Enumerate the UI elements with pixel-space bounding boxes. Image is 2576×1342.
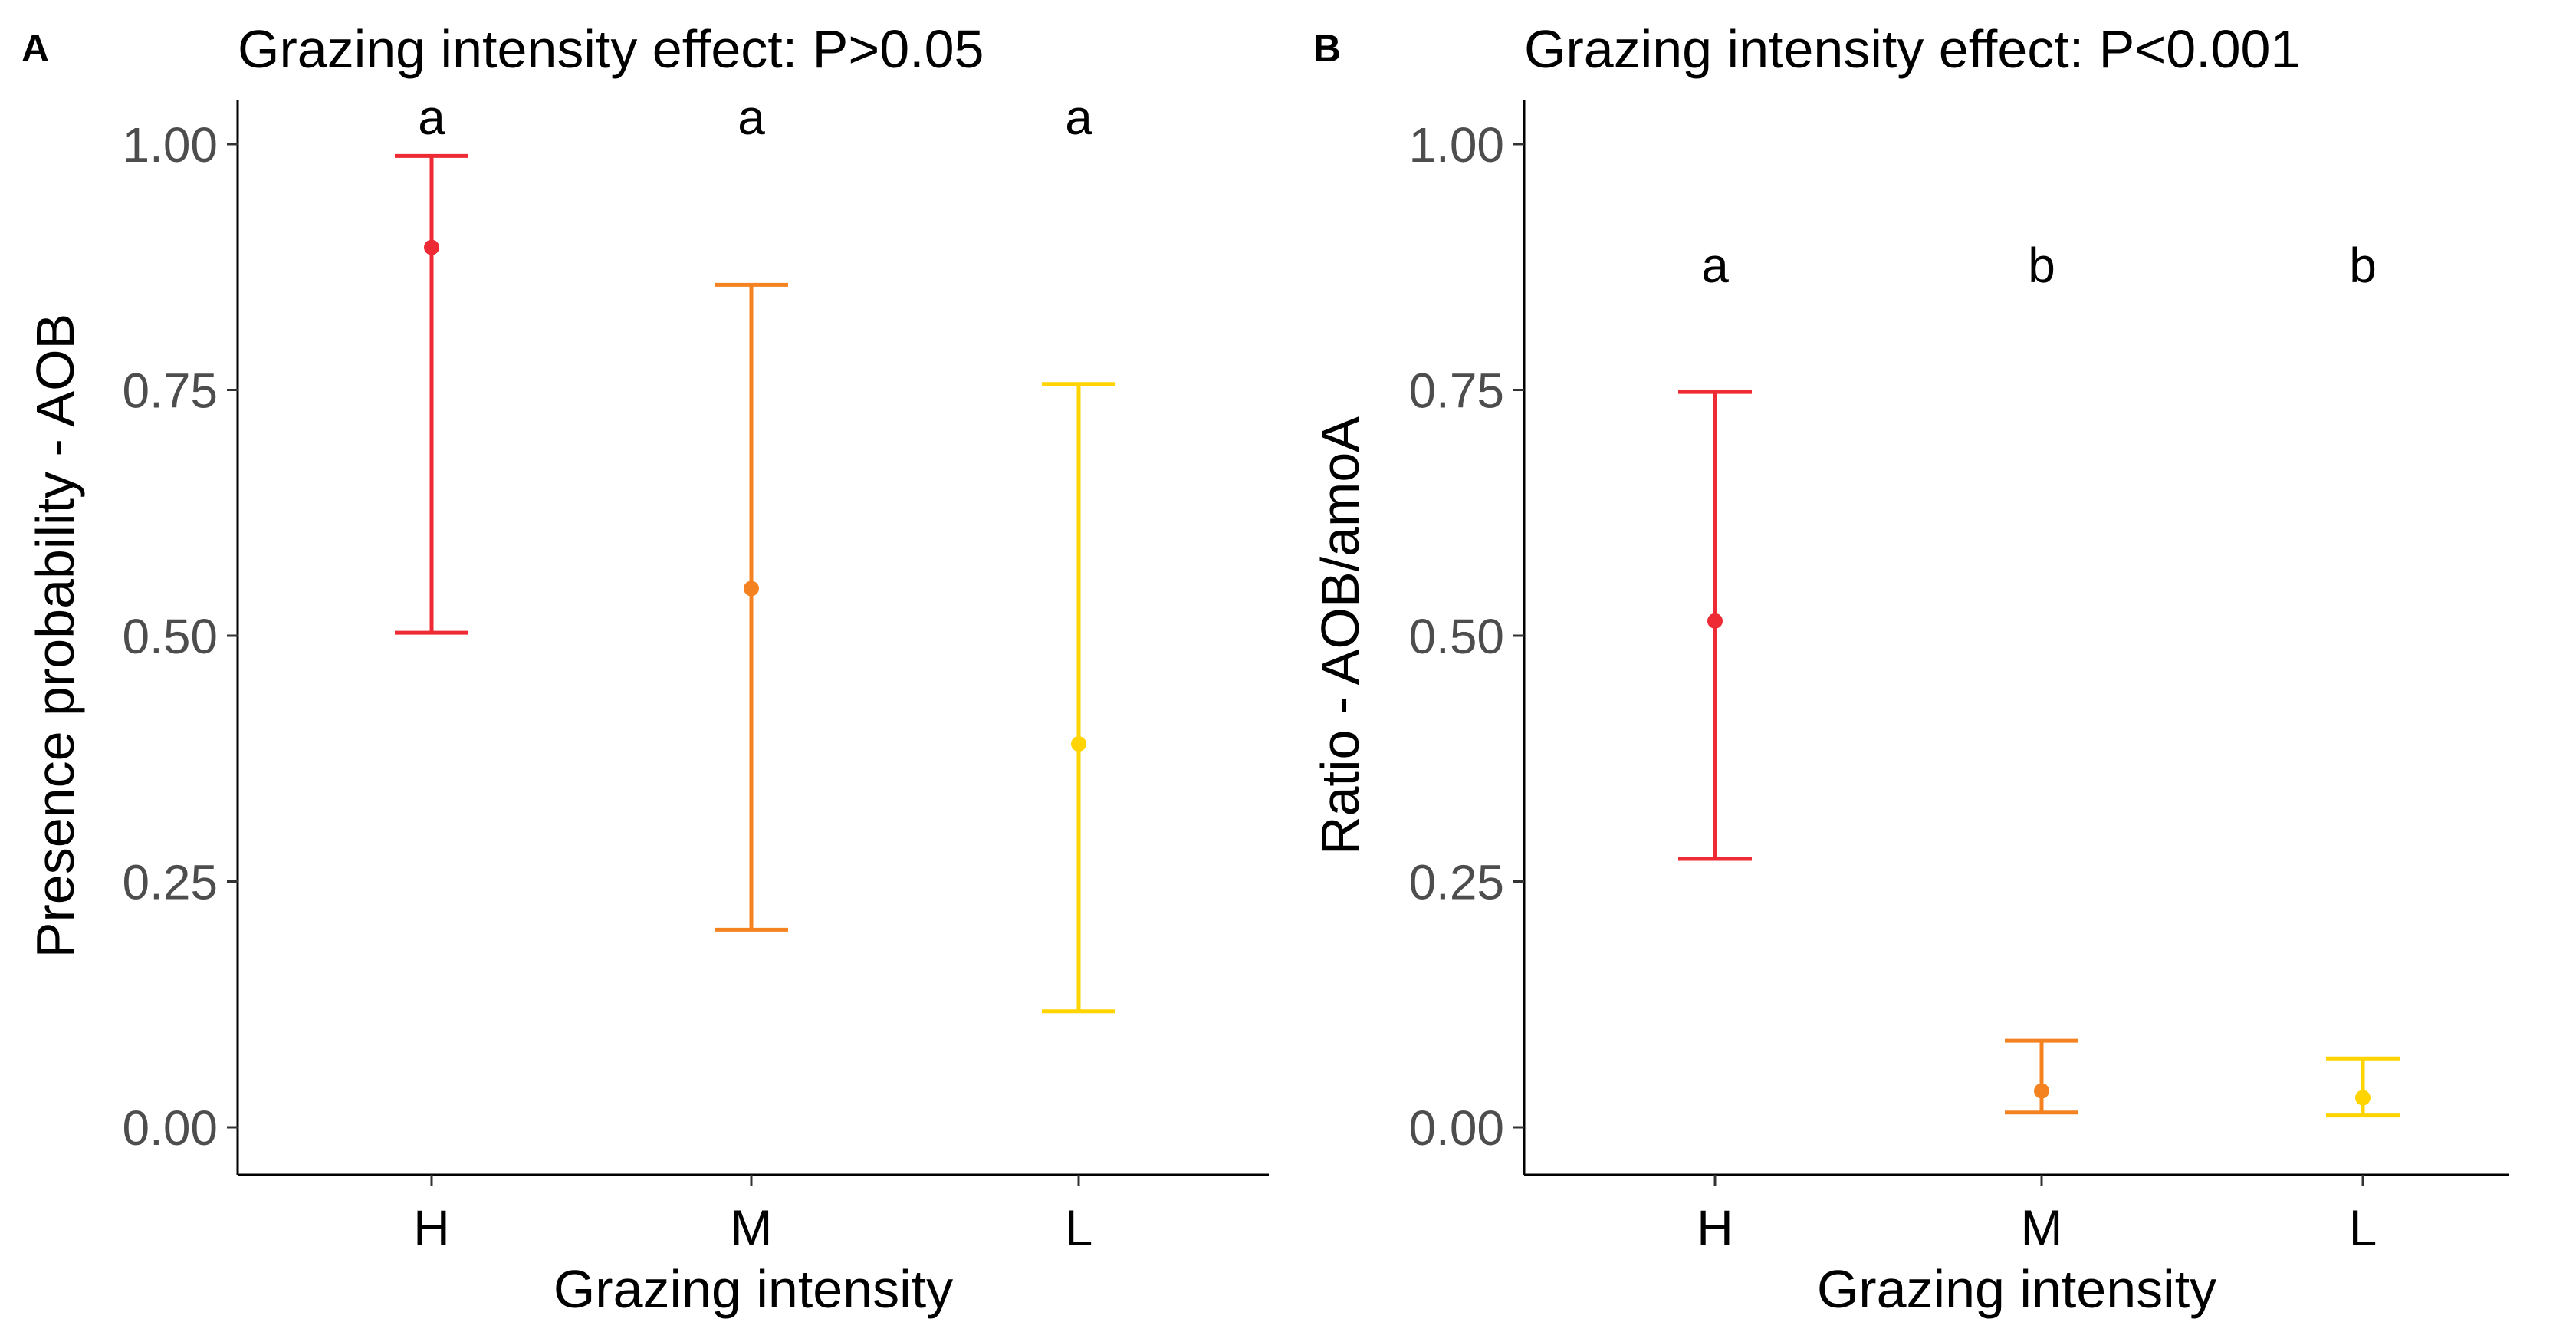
- y-tick-label: 0.75: [122, 363, 218, 419]
- significance-letter: a: [1065, 90, 1092, 145]
- significance-letter: b: [2028, 238, 2055, 293]
- y-tick-label: 0.50: [122, 609, 218, 664]
- x-tick-label: M: [2021, 1199, 2063, 1256]
- y-tick-label: 1.00: [122, 117, 218, 173]
- mean-point-H: [1707, 613, 1723, 629]
- y-axis-label: Presence probability - AOB: [25, 314, 85, 958]
- y-tick-label: 0.25: [1408, 855, 1504, 910]
- y-tick-label: 1.00: [1408, 117, 1504, 173]
- x-tick-label: H: [413, 1199, 450, 1256]
- x-axis-label: Grazing intensity: [554, 1259, 953, 1319]
- mean-point-H: [424, 239, 439, 255]
- mean-point-M: [744, 581, 759, 597]
- significance-letter: a: [738, 90, 765, 145]
- mean-point-L: [1071, 736, 1086, 752]
- y-tick-label: 0.50: [1408, 609, 1504, 664]
- panel-b: B Grazing intensity effect: P<0.001 0.00 0.…: [1310, 19, 2509, 1319]
- y-tick-label: 0.00: [1408, 1100, 1504, 1156]
- y-tick-label: 0.75: [1408, 363, 1504, 419]
- x-tick-label: H: [1697, 1199, 1733, 1256]
- mean-point-M: [2034, 1083, 2049, 1099]
- chart-title: Grazing intensity effect: P>0.05: [238, 19, 984, 79]
- chart-title: Grazing intensity effect: P<0.001: [1524, 19, 2300, 79]
- x-tick-label: M: [731, 1199, 773, 1256]
- y-axis-label: Ratio - AOB/amoA: [1310, 416, 1370, 855]
- significance-letter: b: [2349, 238, 2377, 293]
- x-tick-label: L: [1065, 1199, 1093, 1256]
- mean-point-L: [2355, 1090, 2371, 1106]
- x-tick-label: L: [2349, 1199, 2377, 1256]
- y-tick-label: 0.00: [122, 1100, 218, 1156]
- y-tick-label: 0.25: [122, 855, 218, 910]
- x-axis-label: Grazing intensity: [1817, 1259, 2216, 1319]
- panel-label: B: [1313, 27, 1341, 70]
- panel-a: A Grazing intensity effect: P>0.05 0.00 0.2…: [21, 19, 1269, 1319]
- significance-letter: a: [418, 90, 445, 145]
- significance-letter: a: [1701, 238, 1729, 293]
- panel-label: A: [21, 27, 49, 70]
